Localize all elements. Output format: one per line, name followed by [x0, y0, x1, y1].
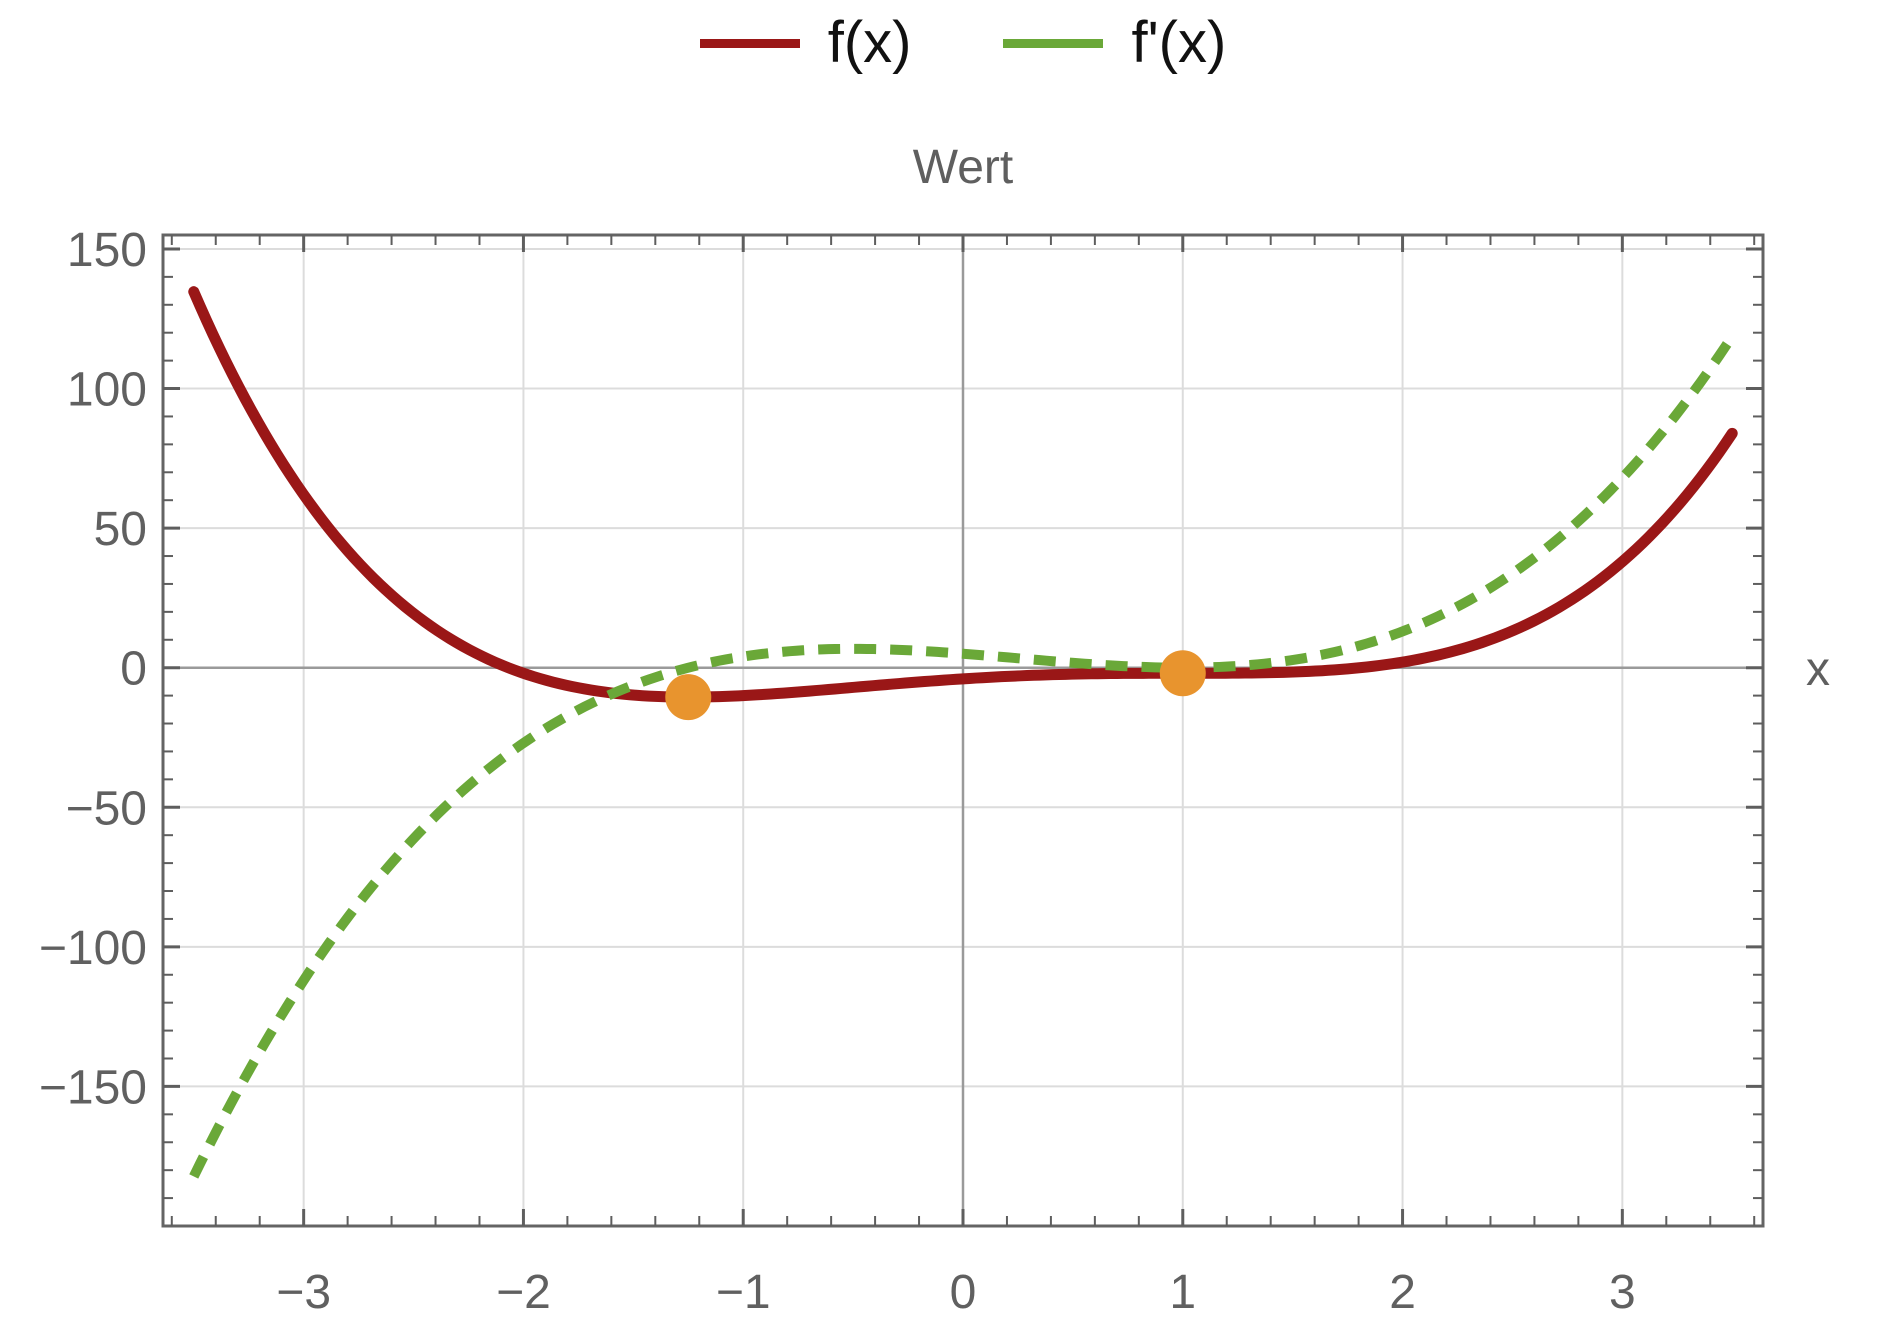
critical-point-dot [1159, 650, 1206, 697]
y-tick-label: 150 [67, 224, 147, 277]
fprime-line-swatch [1003, 38, 1104, 48]
legend-label-fprime: f'(x) [1131, 10, 1227, 75]
y-tick-label: 0 [120, 643, 147, 696]
x-tick-label: 1 [1169, 1266, 1196, 1319]
y-tick-label: 50 [94, 503, 147, 556]
x-tick-label: 0 [950, 1266, 977, 1319]
f-curve [188, 286, 1738, 703]
x-tick-label: −3 [276, 1266, 331, 1319]
y-tick-label: −50 [66, 782, 147, 835]
legend: f(x) f'(x) [163, 14, 1763, 72]
x-tick-label: 2 [1389, 1266, 1416, 1319]
y-tick-label: −150 [39, 1061, 147, 1114]
legend-label-f: f(x) [827, 10, 912, 75]
x-tick-label: −1 [716, 1266, 771, 1319]
x-axis-label: x [1806, 643, 1830, 696]
y-tick-label: 100 [67, 364, 147, 417]
y-tick-label: −100 [39, 922, 147, 975]
f-line-swatch [699, 38, 800, 48]
x-tick-label: −2 [496, 1266, 551, 1319]
legend-item-fprime: f'(x) [1003, 14, 1226, 72]
legend-item-f: f(x) [699, 10, 912, 75]
x-tick-label: 3 [1609, 1266, 1636, 1319]
fprime-curve [189, 333, 1737, 1179]
plot-title: Wert [912, 141, 1014, 194]
critical-point-dot [665, 674, 712, 721]
